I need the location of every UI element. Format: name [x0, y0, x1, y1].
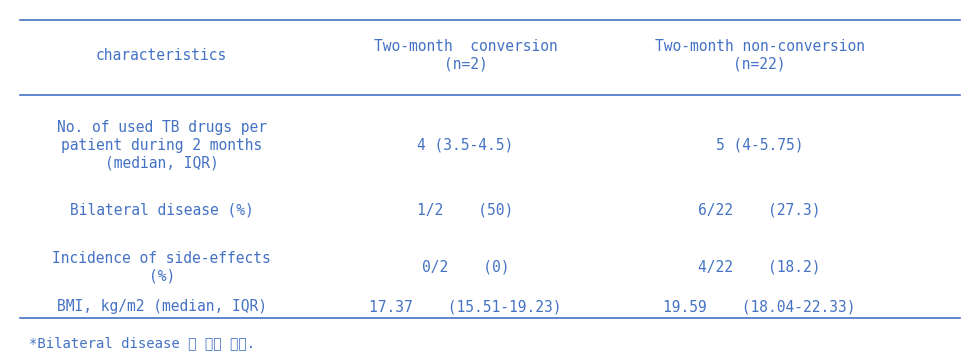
Text: 0/2    (0): 0/2 (0): [421, 260, 510, 275]
Text: BMI, kg/m2 (median, IQR): BMI, kg/m2 (median, IQR): [57, 299, 267, 314]
Text: 1/2    (50): 1/2 (50): [417, 202, 514, 218]
Text: 5 (4-5.75): 5 (4-5.75): [715, 138, 804, 153]
Text: 19.59    (18.04-22.33): 19.59 (18.04-22.33): [663, 299, 856, 314]
Text: No. of used TB drugs per
patient during 2 months
(median, IQR): No. of used TB drugs per patient during …: [57, 121, 267, 170]
Text: 6/22    (27.3): 6/22 (27.3): [698, 202, 821, 218]
Text: 4 (3.5-4.5): 4 (3.5-4.5): [417, 138, 514, 153]
Text: Two-month non-conversion
(n=22): Two-month non-conversion (n=22): [655, 39, 864, 72]
Text: characteristics: characteristics: [96, 48, 227, 63]
Text: Two-month  conversion
(n=2): Two-month conversion (n=2): [373, 39, 558, 72]
Text: 17.37    (15.51-19.23): 17.37 (15.51-19.23): [369, 299, 562, 314]
Text: *Bilateral disease 는 모두 당뇨.: *Bilateral disease 는 모두 당뇨.: [29, 336, 256, 350]
Text: Bilateral disease (%): Bilateral disease (%): [70, 202, 254, 218]
Text: Incidence of side-effects
(%): Incidence of side-effects (%): [52, 251, 271, 284]
Text: 4/22    (18.2): 4/22 (18.2): [698, 260, 821, 275]
